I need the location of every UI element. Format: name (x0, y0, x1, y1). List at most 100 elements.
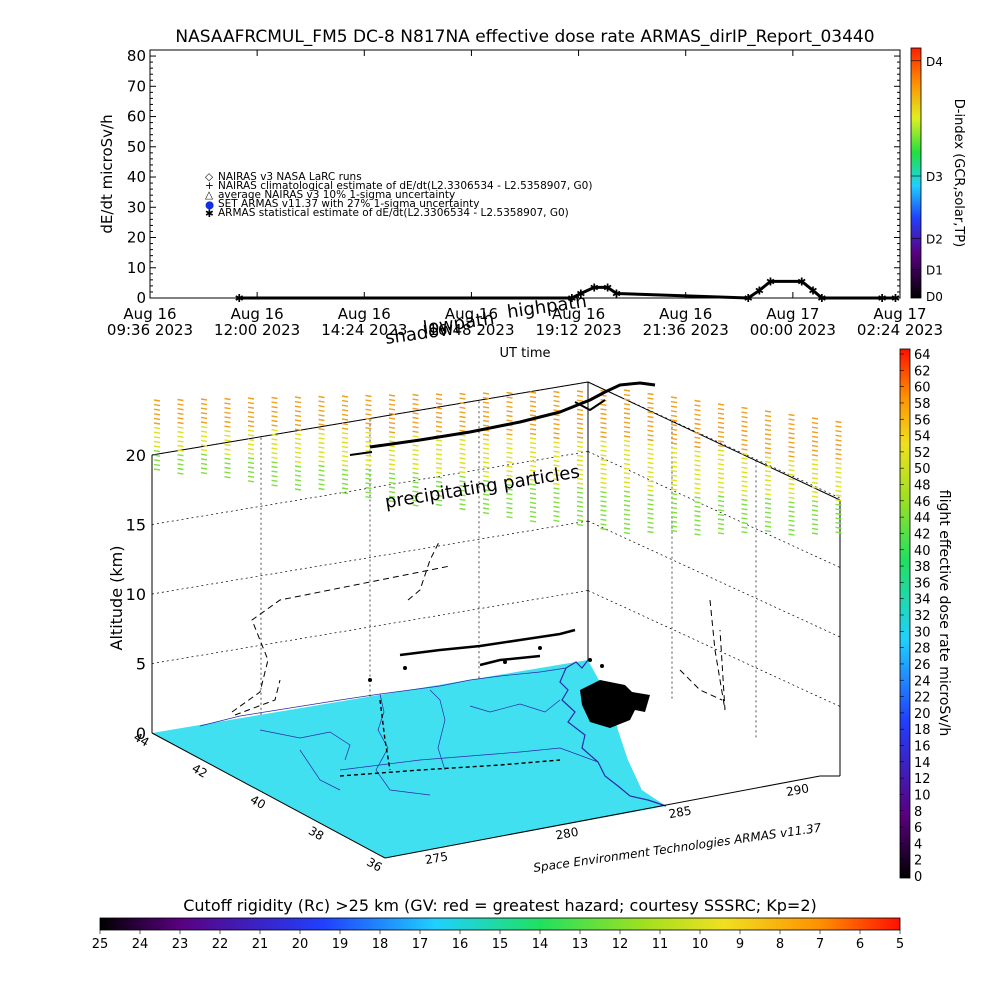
precip-dash (177, 463, 184, 466)
precip-dash (647, 392, 654, 396)
precip-dash (388, 454, 396, 457)
precip-dash (388, 421, 396, 425)
precip-dash (224, 476, 231, 479)
precip-dash (388, 467, 396, 471)
precip-dash (623, 407, 631, 411)
cutoff-rigidity-tick-label: 12 (612, 937, 629, 952)
precip-dash (388, 495, 396, 498)
precip-dash (224, 411, 231, 414)
precip-dash (247, 461, 255, 465)
precip-dash (271, 447, 278, 450)
dose-rate-tick-label: 36 (914, 576, 931, 591)
precip-dash (365, 473, 372, 476)
precip-dash (694, 478, 701, 481)
precip-dash (717, 435, 725, 438)
precip-dash (271, 424, 278, 427)
cutoff-rigidity-tick-label: 16 (452, 937, 469, 952)
precip-dash (412, 416, 419, 420)
legend-entry-nairas-uncertainty: average NAIRAS v3 10% 1-sigma uncertaint… (218, 189, 455, 201)
dose-rate-tick-label: 52 (914, 446, 931, 461)
dose-rate-tick-label: 64 (914, 348, 931, 363)
precip-dash (623, 527, 631, 530)
precip-dash (788, 432, 795, 435)
precip-dash (247, 475, 255, 478)
precip-dash (294, 442, 302, 445)
top-y-axis-label: dE/dt microSv/h (98, 114, 116, 233)
precip-dash (459, 420, 466, 423)
precip-dash (694, 468, 701, 472)
precip-dash (459, 434, 466, 437)
precip-dash (623, 504, 631, 507)
precip-dash (717, 430, 725, 434)
precip-dash (835, 485, 842, 488)
top-x-axis-label: UT time (500, 346, 551, 361)
precip-dash (177, 421, 184, 425)
precip-dash (529, 487, 537, 491)
precip-dash (200, 407, 208, 410)
precip-dash (529, 446, 537, 449)
precip-dash (224, 425, 231, 428)
precip-dash (247, 424, 255, 428)
precip-dash (647, 480, 654, 483)
precip-dash (271, 456, 278, 459)
precip-dash (670, 465, 678, 468)
precip-dash (529, 483, 537, 486)
grid-line-back-wall (151, 590, 589, 664)
precip-dash (835, 471, 842, 474)
precip-dash (623, 522, 631, 526)
precip-dash (576, 463, 584, 467)
precip-dash (670, 414, 678, 418)
precip-dash (600, 458, 607, 462)
dose-rate-point: ✱ (808, 284, 817, 297)
precip-dash (788, 423, 795, 426)
dindex-tick-label: D2 (926, 232, 943, 246)
precip-dash (506, 488, 513, 491)
dose-rate-bar-label: flight effective dose rate microSv/h (936, 490, 952, 736)
precip-dash (670, 483, 678, 487)
precip-dash (177, 472, 184, 475)
precip-dash (412, 467, 419, 470)
altitude-tick-label: 20 (126, 446, 146, 465)
precip-dash (341, 436, 349, 440)
precip-dash (670, 479, 678, 482)
precip-dash (482, 475, 490, 478)
precip-dash (811, 523, 819, 526)
precip-dash (811, 509, 819, 512)
precip-dash (717, 504, 725, 507)
precip-dash (764, 488, 772, 491)
precip-dash (224, 466, 231, 470)
precip-dash (576, 390, 584, 393)
precip-dash (670, 437, 678, 441)
precip-dash (670, 529, 678, 533)
precip-dash (294, 400, 302, 404)
dose-rate-tick-label: 38 (914, 560, 931, 575)
precip-dash (412, 426, 419, 429)
precip-dash (506, 447, 513, 450)
precip-dash (271, 406, 278, 409)
precip-dash (741, 406, 748, 410)
precip-dash (623, 389, 631, 392)
precip-dash (247, 438, 255, 442)
precip-dash (200, 471, 208, 475)
precip-dash (623, 458, 631, 461)
precip-dash (811, 426, 819, 429)
precip-dash (764, 525, 772, 528)
precip-dash (459, 484, 466, 488)
precip-dash (388, 486, 396, 489)
longitude-tick-label: 280 (555, 825, 580, 843)
precip-dash (224, 439, 231, 442)
precip-dash (459, 494, 466, 497)
dose-rate-tick-label: 10 (914, 788, 931, 803)
cutoff-rigidity-tick-label: 10 (692, 937, 709, 952)
dose-rate-point: ✱ (766, 275, 775, 288)
precip-dash (529, 395, 537, 399)
precip-dash (600, 495, 607, 498)
legend-symbol: △ (205, 189, 214, 201)
legend-symbol: ✱ (205, 208, 214, 220)
precip-dash (717, 440, 725, 443)
precip-dash (365, 436, 372, 439)
altitude-ticks: 0 5 10 15 20 (126, 446, 146, 743)
precip-dash (412, 403, 419, 406)
precip-dash (435, 397, 443, 401)
